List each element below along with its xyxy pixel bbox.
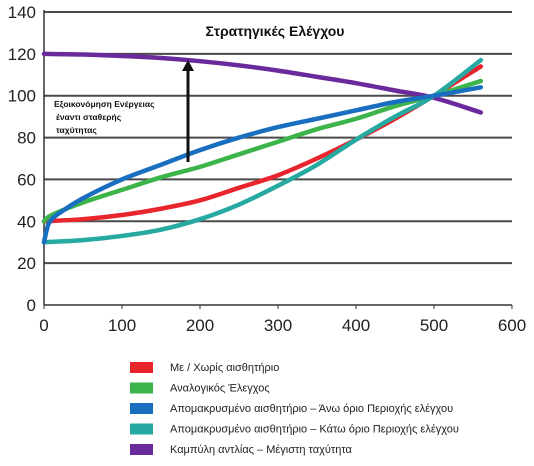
y-tick-label: 0 — [27, 296, 36, 315]
y-tick-label: 140 — [8, 3, 36, 22]
legend-swatch-4 — [130, 423, 153, 435]
chart-title: Στρατηγικές Ελέγχου — [206, 23, 345, 39]
x-tick-label: 400 — [342, 316, 370, 335]
y-tick-label: 60 — [17, 170, 36, 189]
legend-label-3: Απομακρυσμένο αισθητήριο – Άνω όριο Περι… — [170, 403, 453, 415]
x-tick-label: 100 — [108, 316, 136, 335]
legend-label-2: Αναλογικός Έλεγχος — [170, 383, 270, 395]
legend-swatch-5 — [130, 444, 153, 455]
annotation-line-2: έναντι σταθερής — [56, 112, 122, 122]
legend-label-1: Με / Χωρίς αισθητήριο — [170, 362, 279, 374]
annotation-line-3: ταχύτητας — [56, 125, 97, 135]
y-tick-label: 120 — [8, 45, 36, 64]
series-line-1 — [41, 64, 484, 224]
x-tick-label: 600 — [498, 316, 526, 335]
x-tick-label: 500 — [420, 316, 448, 335]
series-line-5 — [41, 51, 484, 115]
y-tick-label: 100 — [8, 87, 36, 106]
series-layer — [41, 51, 484, 245]
series-line-4 — [41, 57, 484, 245]
grid — [44, 11, 512, 265]
annotation-line-1: Εξοικονόμηση Ενέργειας — [54, 99, 155, 109]
legend-label-5: Καμπύλη αντλίας – Μέγιστη ταχύτητα — [170, 444, 353, 456]
legend-swatch-1 — [130, 362, 153, 373]
series-line-3 — [41, 85, 484, 245]
x-tick-label: 300 — [264, 316, 292, 335]
axes: 0 20 40 60 80 100 120 140 0 100 200 300 400 500 600 — [8, 3, 527, 335]
legend-label-4: Απομακρυσμένο αισθητήριο – Κάτω όριο Περ… — [170, 424, 459, 436]
legend: Με / Χωρίς αισθητήριο Αναλογικός Έλεγχος Α… — [130, 362, 459, 456]
y-tick-label: 20 — [17, 254, 36, 273]
x-tick-label: 0 — [39, 316, 48, 335]
series-line-2 — [41, 78, 484, 224]
annotation-arrowhead-icon — [182, 60, 194, 71]
annotation: Στρατηγικές Ελέγχου Εξοικονόμηση Ενέργει… — [54, 23, 344, 162]
x-tick-label: 200 — [186, 316, 214, 335]
legend-swatch-2 — [130, 382, 153, 394]
y-tick-label: 80 — [17, 129, 36, 148]
legend-swatch-3 — [130, 403, 153, 414]
y-tick-label: 40 — [17, 212, 36, 231]
